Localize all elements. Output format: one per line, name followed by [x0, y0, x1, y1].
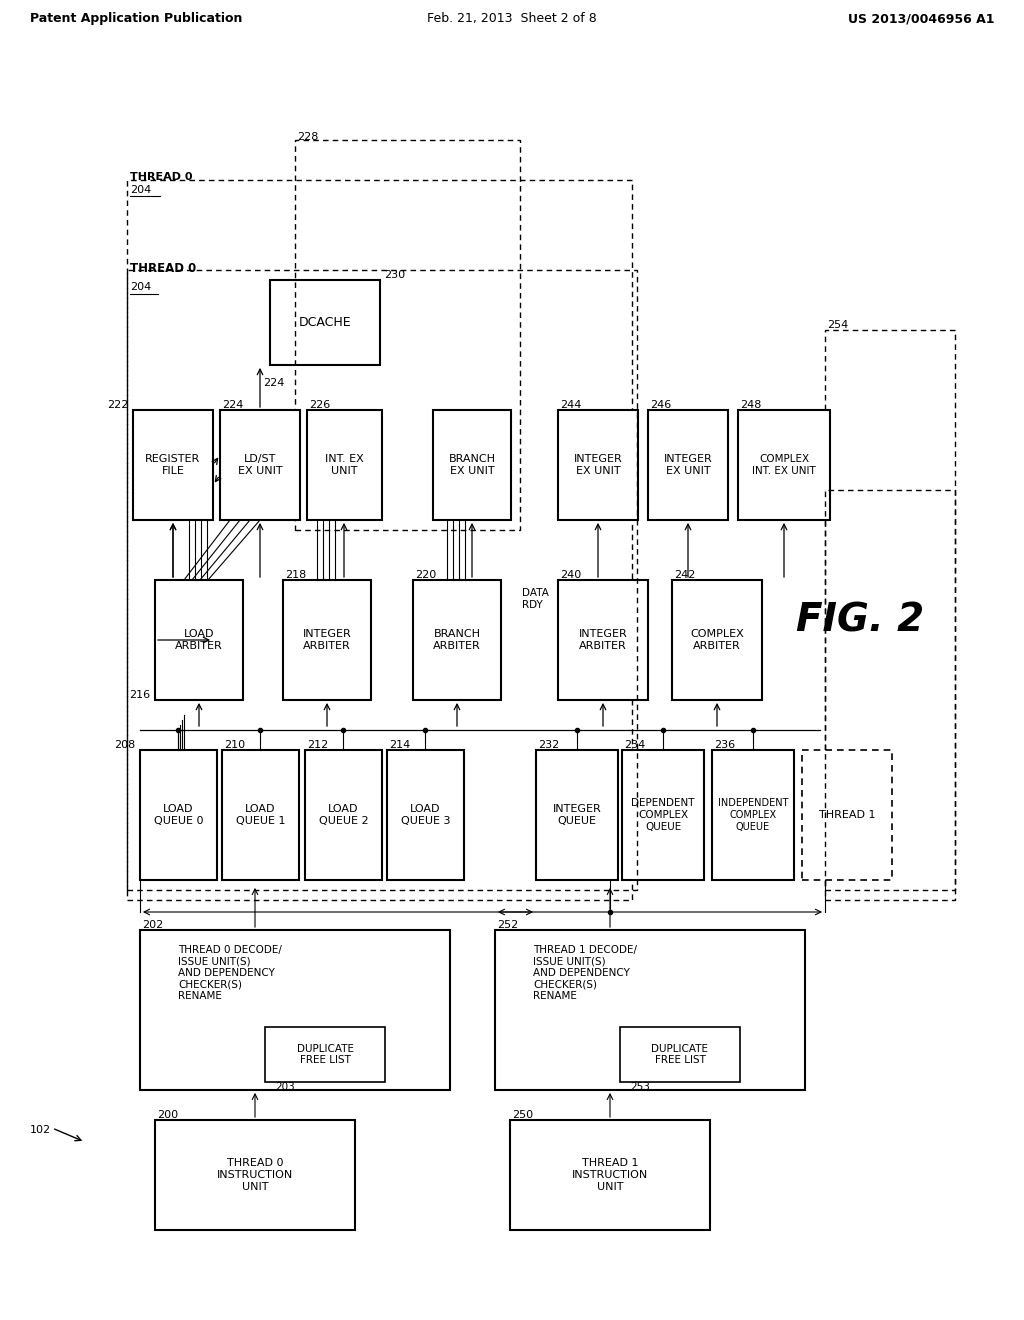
Text: 222: 222 [106, 400, 128, 411]
Bar [558, 411, 638, 520]
Text: 226: 226 [309, 400, 331, 411]
Text: THREAD 0: THREAD 0 [130, 172, 193, 182]
Text: 200: 200 [157, 1110, 178, 1119]
Text: 246: 246 [650, 400, 672, 411]
Bar [648, 411, 728, 520]
Text: 208: 208 [114, 741, 135, 750]
Text: 204: 204 [130, 282, 152, 292]
Text: DEPENDENT
COMPLEX
QUEUE: DEPENDENT COMPLEX QUEUE [631, 799, 694, 832]
Text: THREAD 0
INSTRUCTION
UNIT: THREAD 0 INSTRUCTION UNIT [217, 1159, 293, 1192]
Text: LD/ST
EX UNIT: LD/ST EX UNIT [238, 454, 283, 475]
Bar [155, 579, 243, 700]
Text: INTEGER
ARBITER: INTEGER ARBITER [579, 630, 628, 651]
Text: THREAD 0: THREAD 0 [130, 261, 197, 275]
Text: INDEPENDENT
COMPLEX
QUEUE: INDEPENDENT COMPLEX QUEUE [718, 799, 788, 832]
Bar [283, 579, 371, 700]
Text: 230: 230 [384, 271, 406, 280]
Bar [140, 931, 450, 1090]
Text: 212: 212 [307, 741, 329, 750]
Text: BRANCH
EX UNIT: BRANCH EX UNIT [449, 454, 496, 475]
Text: 218: 218 [285, 570, 306, 579]
Text: LOAD
QUEUE 0: LOAD QUEUE 0 [154, 804, 203, 826]
Text: 224: 224 [222, 400, 244, 411]
Bar [387, 750, 464, 880]
Text: 204: 204 [130, 185, 152, 195]
Bar [712, 750, 794, 880]
Text: THREAD 1 DECODE/
ISSUE UNIT(S)
AND DEPENDENCY
CHECKER(S)
RENAME: THREAD 1 DECODE/ ISSUE UNIT(S) AND DEPEN… [534, 945, 637, 1002]
Text: 203: 203 [275, 1082, 295, 1092]
Text: DUPLICATE
FREE LIST: DUPLICATE FREE LIST [651, 1044, 709, 1065]
Text: 240: 240 [560, 570, 582, 579]
Bar [270, 280, 380, 366]
Text: DCACHE: DCACHE [299, 315, 351, 329]
Text: INTEGER
EX UNIT: INTEGER EX UNIT [664, 454, 713, 475]
Bar [433, 411, 511, 520]
Text: COMPLEX
ARBITER: COMPLEX ARBITER [690, 630, 743, 651]
Text: BRANCH
ARBITER: BRANCH ARBITER [433, 630, 481, 651]
Bar [305, 750, 382, 880]
Text: 242: 242 [674, 570, 695, 579]
Text: LOAD
QUEUE 2: LOAD QUEUE 2 [318, 804, 369, 826]
Bar [738, 411, 830, 520]
Bar [133, 411, 213, 520]
Text: 234: 234 [624, 741, 645, 750]
Text: 253: 253 [630, 1082, 650, 1092]
Bar [127, 180, 632, 900]
Bar [802, 750, 892, 880]
Bar [510, 1119, 710, 1230]
Text: 210: 210 [224, 741, 245, 750]
Text: COMPLEX
INT. EX UNIT: COMPLEX INT. EX UNIT [752, 454, 816, 475]
Text: 220: 220 [415, 570, 436, 579]
Text: Patent Application Publication: Patent Application Publication [30, 12, 243, 25]
Text: THREAD 1
INSTRUCTION
UNIT: THREAD 1 INSTRUCTION UNIT [571, 1159, 648, 1192]
Bar [536, 750, 618, 880]
Text: 236: 236 [714, 741, 735, 750]
Text: 248: 248 [740, 400, 762, 411]
Text: 214: 214 [389, 741, 411, 750]
Text: 252: 252 [497, 920, 518, 931]
Text: INTEGER
EX UNIT: INTEGER EX UNIT [573, 454, 623, 475]
Text: 102: 102 [30, 1125, 51, 1135]
Text: THREAD 0 DECODE/
ISSUE UNIT(S)
AND DEPENDENCY
CHECKER(S)
RENAME: THREAD 0 DECODE/ ISSUE UNIT(S) AND DEPEN… [178, 945, 282, 1002]
Text: 224: 224 [263, 378, 285, 388]
Bar [672, 579, 762, 700]
Text: 216: 216 [129, 690, 150, 700]
Bar [220, 411, 300, 520]
Text: 202: 202 [142, 920, 163, 931]
Text: INTEGER
ARBITER: INTEGER ARBITER [303, 630, 351, 651]
Text: 250: 250 [512, 1110, 534, 1119]
Bar [825, 490, 955, 890]
Bar [155, 1119, 355, 1230]
Text: 244: 244 [560, 400, 582, 411]
Text: DATA
RDY: DATA RDY [522, 589, 549, 610]
Text: LOAD
QUEUE 3: LOAD QUEUE 3 [400, 804, 451, 826]
Text: LOAD
QUEUE 1: LOAD QUEUE 1 [236, 804, 286, 826]
Text: FIG. 2: FIG. 2 [796, 602, 924, 640]
Bar [622, 750, 705, 880]
Text: US 2013/0046956 A1: US 2013/0046956 A1 [848, 12, 994, 25]
Bar [127, 271, 637, 890]
Text: REGISTER
FILE: REGISTER FILE [145, 454, 201, 475]
Bar [295, 140, 520, 531]
Bar [825, 330, 955, 900]
Bar [413, 579, 501, 700]
Bar [265, 1027, 385, 1082]
Text: INT. EX
UNIT: INT. EX UNIT [326, 454, 364, 475]
Text: DUPLICATE
FREE LIST: DUPLICATE FREE LIST [297, 1044, 353, 1065]
Bar [140, 750, 217, 880]
Bar [222, 750, 299, 880]
Text: INTEGER
QUEUE: INTEGER QUEUE [553, 804, 601, 826]
Text: 232: 232 [538, 741, 559, 750]
Text: 228: 228 [297, 132, 318, 143]
Text: LOAD
ARBITER: LOAD ARBITER [175, 630, 223, 651]
Bar [495, 931, 805, 1090]
Bar [307, 411, 382, 520]
Bar [558, 579, 648, 700]
Text: THREAD 1: THREAD 1 [819, 810, 876, 820]
Text: 254: 254 [827, 319, 848, 330]
Text: Feb. 21, 2013  Sheet 2 of 8: Feb. 21, 2013 Sheet 2 of 8 [427, 12, 597, 25]
Bar [620, 1027, 740, 1082]
